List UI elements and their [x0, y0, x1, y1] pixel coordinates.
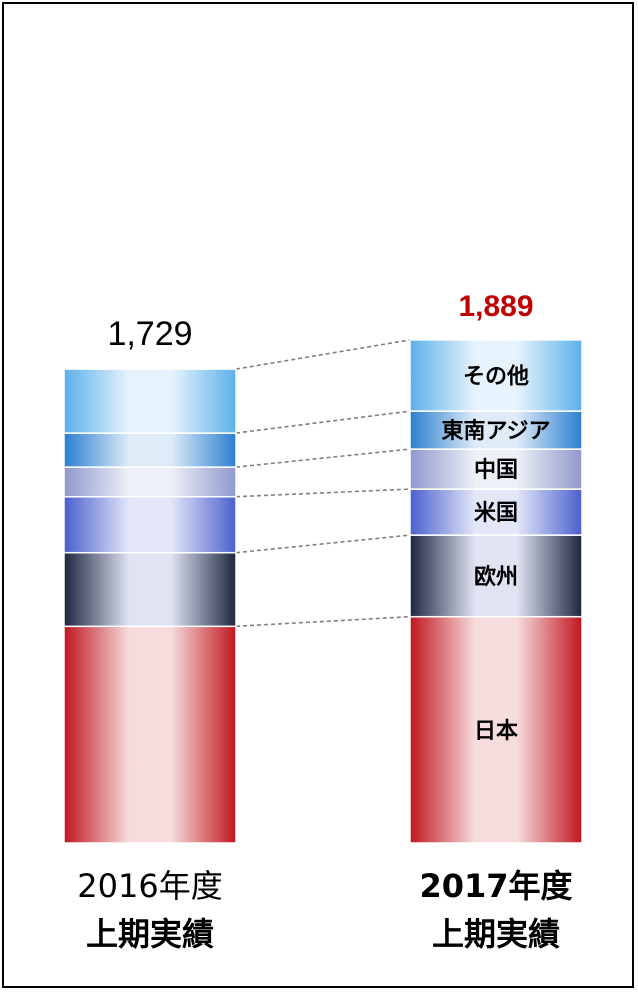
category-label-2017-line2: 上期実績 — [432, 915, 560, 953]
connector-line-2 — [235, 534, 411, 554]
connector-line-5 — [235, 410, 411, 434]
connector-line-6 — [235, 339, 411, 370]
category-label-2016-line2: 上期実績 — [86, 915, 214, 953]
segment-label-5: その他 — [463, 365, 529, 390]
segment-label-2: 米国 — [474, 501, 518, 526]
segment-label-0: 日本 — [474, 719, 518, 744]
connector-lines — [235, 339, 411, 628]
bar-segment-2016-2 — [63, 495, 237, 554]
bar-segment-2017-4 — [409, 410, 583, 450]
connector-line-1 — [235, 615, 411, 628]
bars — [63, 339, 583, 844]
bar-segment-2017-5 — [409, 339, 583, 412]
bar-segment-2017-0 — [409, 615, 583, 844]
segment-label-4: 東南アジア — [441, 419, 550, 444]
connector-line-3 — [235, 488, 411, 498]
category-label-2017-line1: 2017年度 — [419, 867, 572, 905]
bar-segment-2016-0 — [63, 625, 237, 844]
total-label-2017: 1,889 — [458, 290, 533, 323]
bar-segment-2017-3 — [409, 448, 583, 490]
bar-segment-2016-5 — [63, 368, 237, 434]
category-label-2016-line1: 2016年度 — [77, 867, 222, 905]
bar-segment-2016-1 — [63, 551, 237, 628]
segment-label-1: 欧州 — [474, 564, 518, 590]
connector-line-4 — [235, 448, 411, 468]
bar-segment-2016-3 — [63, 466, 237, 498]
total-label-2016: 1,729 — [107, 315, 192, 353]
segment-label-3: 中国 — [474, 458, 518, 483]
labels: 1,7292016年度上期実績日本欧州米国中国東南アジアその他1,8892017… — [77, 290, 572, 953]
bar-segment-2016-4 — [63, 432, 237, 468]
bar-segment-2017-2 — [409, 488, 583, 536]
